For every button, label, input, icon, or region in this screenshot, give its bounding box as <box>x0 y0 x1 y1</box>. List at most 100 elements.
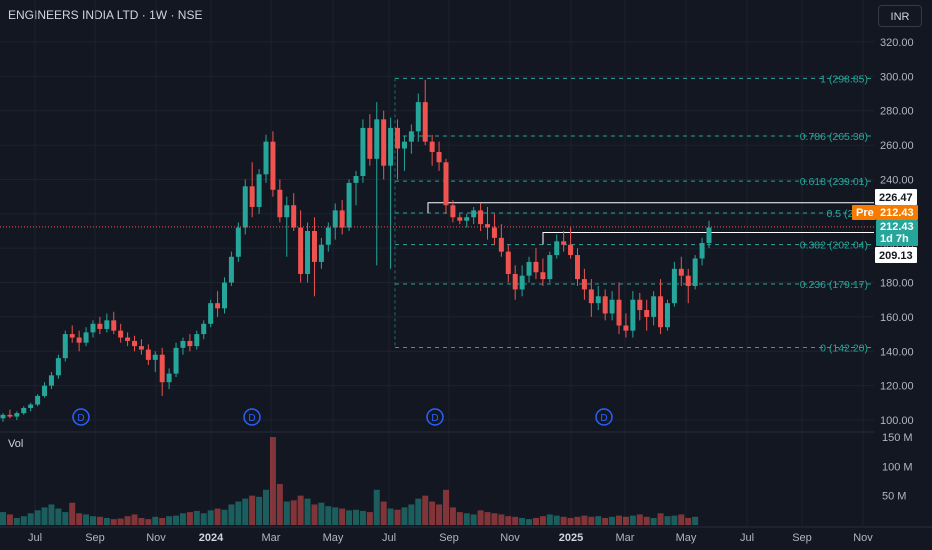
volume-bar <box>532 517 539 525</box>
candle <box>498 224 504 257</box>
dividend-marker[interactable]: D <box>595 408 613 426</box>
fib-retracement[interactable]: 1 (298.85) 0.786 (265.30) 0.618 (239.01) 0.… <box>394 73 874 354</box>
price-tick: 140.00 <box>880 346 914 358</box>
price-tick: 300.00 <box>880 71 914 83</box>
candle <box>367 114 373 166</box>
volume-bar <box>290 500 297 525</box>
volume-bar <box>609 516 616 525</box>
volume-bar <box>297 495 304 525</box>
candle <box>623 313 629 338</box>
time-tick: Sep <box>85 532 105 544</box>
candle <box>145 344 151 366</box>
volume-bar <box>484 512 491 525</box>
price-tick: 160.00 <box>880 312 914 324</box>
volume-bar <box>491 513 498 525</box>
volume-bar <box>138 517 145 525</box>
fib-level-label: 1 (298.85) <box>820 73 868 85</box>
volume-bar <box>166 516 173 525</box>
volume-bar <box>76 513 83 525</box>
volume-bar <box>263 489 270 525</box>
candle <box>339 200 345 235</box>
volume-bar <box>256 496 263 525</box>
price-tick: 100.00 <box>880 415 914 427</box>
candlesticks <box>0 79 712 422</box>
volume-bar <box>463 513 470 525</box>
volume-bar <box>83 514 90 525</box>
volume-bar <box>200 513 207 525</box>
range-boxes <box>427 202 874 245</box>
price-tick: 180.00 <box>880 278 914 290</box>
volume-axis: 150 M 100 M 50 M <box>882 432 913 503</box>
currency-button[interactable]: INR <box>878 5 922 27</box>
dividend-marker[interactable]: D <box>72 408 90 426</box>
candle <box>395 119 401 180</box>
volume-bar <box>318 502 325 525</box>
dividend-marker[interactable]: D <box>243 408 261 426</box>
time-tick: Jul <box>382 532 396 544</box>
chart-title: ENGINEERS INDIA LTD · 1W · NSE <box>8 8 203 22</box>
volume-bar <box>422 495 429 525</box>
volume-bar <box>96 516 103 525</box>
candle <box>519 265 525 297</box>
candle <box>215 291 221 317</box>
candle <box>118 323 124 343</box>
volume-bar <box>685 517 692 525</box>
volume-bar <box>339 508 346 525</box>
candle <box>685 268 691 304</box>
candle <box>429 134 435 166</box>
volume-bar <box>616 515 623 525</box>
price-tick: 320.00 <box>880 37 914 49</box>
price-axis[interactable]: 320.00300.00280.00260.00240.00220.00200.… <box>880 37 914 427</box>
candle <box>491 213 497 245</box>
volume-bar <box>505 516 512 525</box>
candle <box>699 237 705 266</box>
volume-bar <box>380 501 387 525</box>
volume-bar <box>595 516 602 525</box>
volume-bar <box>346 510 353 525</box>
svg-text:D: D <box>77 413 84 424</box>
candle <box>602 289 608 321</box>
time-tick: Mar <box>262 532 281 544</box>
candle <box>76 330 82 352</box>
volume-bar <box>89 516 96 525</box>
time-tick: 2025 <box>559 532 583 544</box>
candle <box>332 203 338 240</box>
volume-bar <box>13 517 20 525</box>
candle <box>305 222 311 283</box>
time-tick: Nov <box>853 532 873 544</box>
fib-level-label: 0 (142.20) <box>820 342 868 354</box>
volume-bar <box>477 510 484 525</box>
volume-bar <box>117 518 124 525</box>
dividend-marker[interactable]: D <box>426 408 444 426</box>
candle <box>201 320 207 340</box>
volume-bar <box>27 513 34 525</box>
candle <box>554 234 560 259</box>
candle <box>277 179 283 223</box>
volume-bar <box>55 508 62 525</box>
candle <box>664 299 670 331</box>
volume-bar <box>269 437 276 525</box>
volume-bar <box>186 512 193 525</box>
volume-bar <box>456 512 463 525</box>
volume-bar <box>408 504 415 525</box>
volume-bar <box>567 517 574 525</box>
candle <box>505 244 511 283</box>
volume-bar <box>366 512 373 525</box>
candle <box>270 131 276 197</box>
candle <box>422 79 428 146</box>
volume-label: Vol <box>8 438 24 450</box>
time-tick: Sep <box>439 532 459 544</box>
volume-bar <box>152 516 159 525</box>
volume-bar <box>574 516 581 525</box>
volume-bar <box>20 516 27 525</box>
volume-bar <box>103 517 110 525</box>
pre-market-price-tag: 212.43 <box>876 205 918 220</box>
candle <box>464 213 470 228</box>
volume-bar <box>622 516 629 525</box>
time-axis[interactable]: Jul Sep Nov 2024 Mar May Jul Sep Nov 2025 Mar May Ju… <box>28 532 873 544</box>
volume-bar <box>311 504 318 525</box>
volume-bar <box>228 504 235 525</box>
